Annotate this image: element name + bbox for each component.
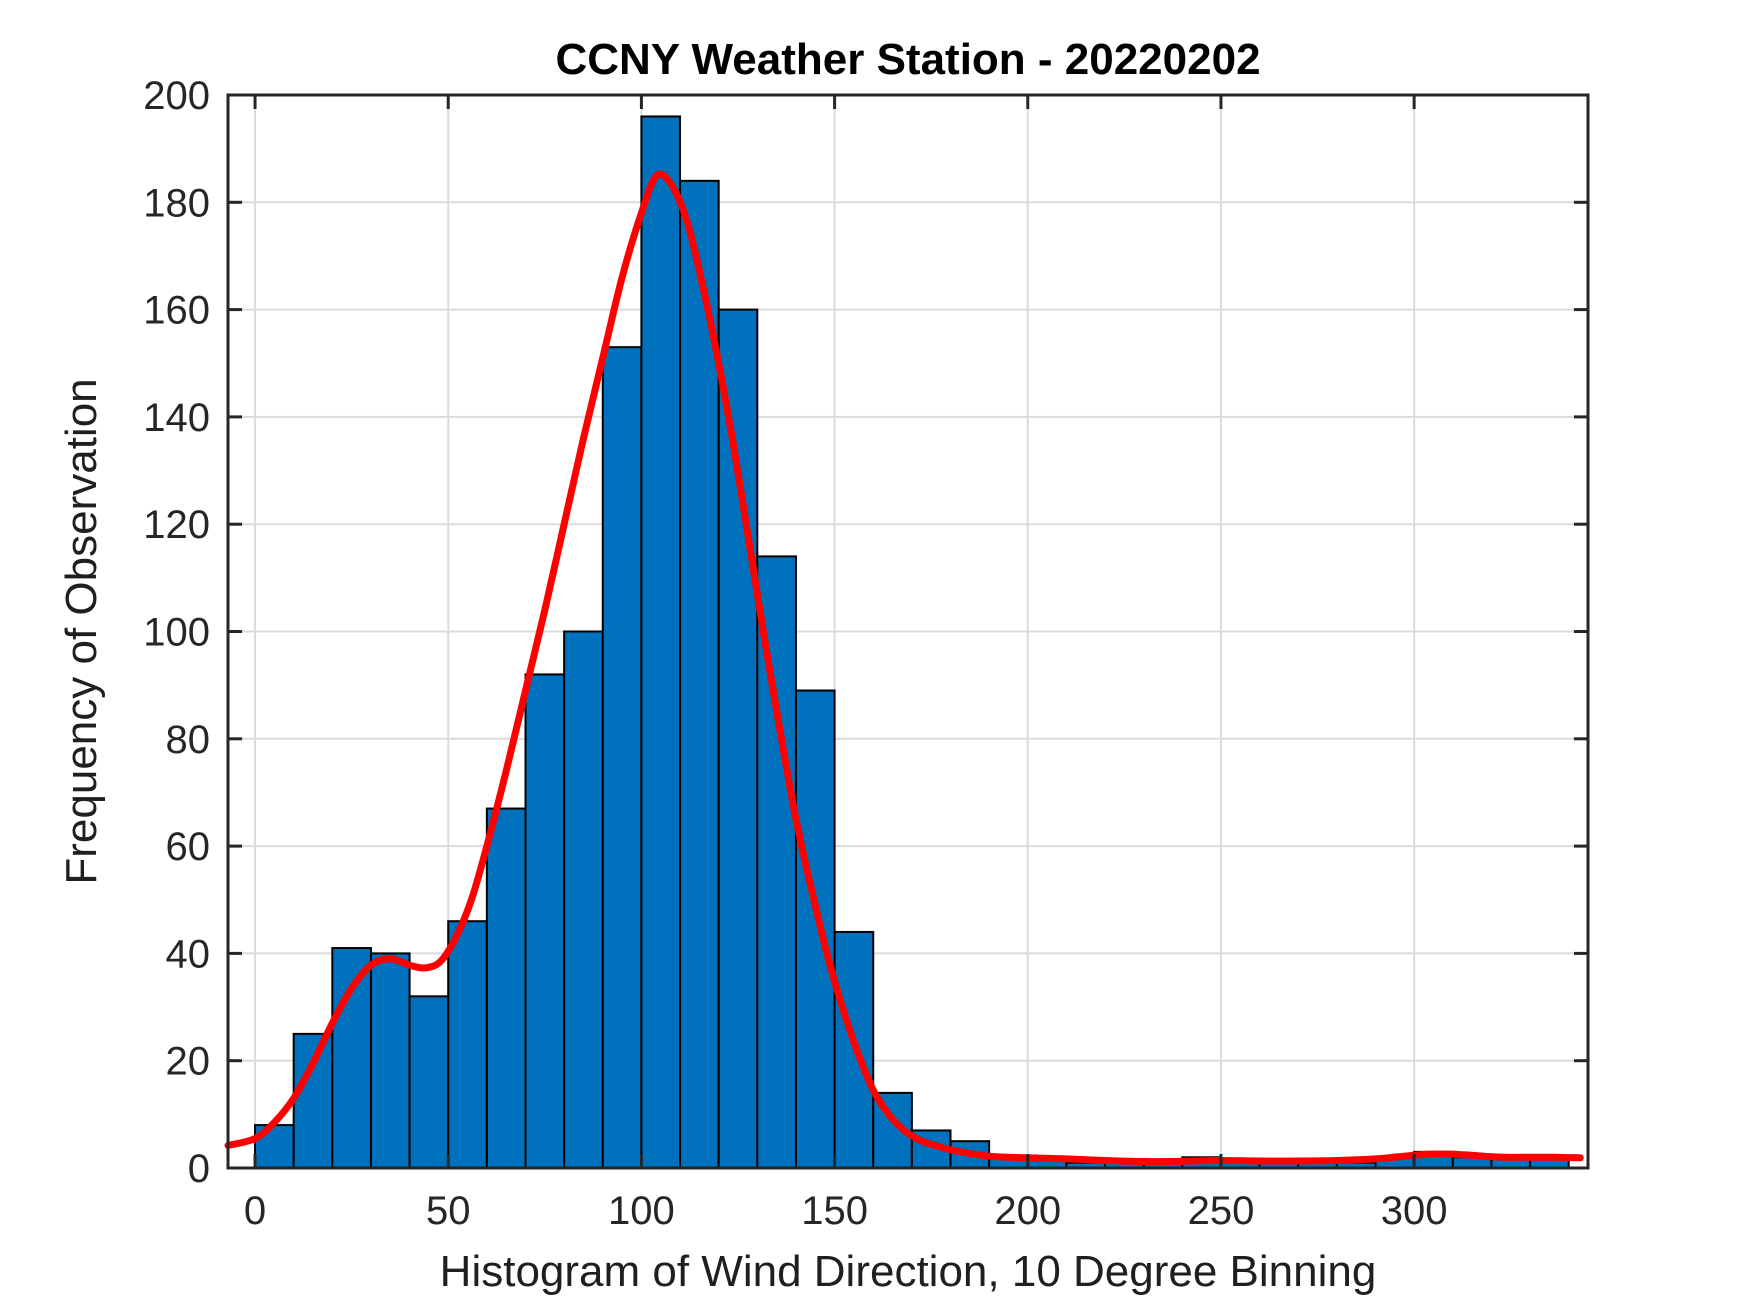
- y-tick-label: 180: [143, 181, 210, 225]
- x-tick-label: 50: [426, 1189, 471, 1233]
- y-tick-label: 100: [143, 611, 210, 655]
- histogram-bar: [524, 673, 566, 1169]
- x-tick-label: 200: [994, 1189, 1061, 1233]
- histogram-bar: [717, 308, 759, 1170]
- histogram-bar: [485, 807, 527, 1169]
- histogram-bar: [640, 115, 682, 1170]
- y-tick-label: 60: [166, 825, 211, 869]
- histogram-bar: [794, 689, 836, 1169]
- x-tick-label: 0: [244, 1189, 266, 1233]
- y-tick-label: 160: [143, 289, 210, 333]
- y-tick-label: 80: [166, 718, 211, 762]
- y-tick-label: 140: [143, 396, 210, 440]
- histogram-bar: [563, 630, 604, 1169]
- histogram-bar: [447, 920, 488, 1170]
- x-tick-label: 150: [801, 1189, 868, 1233]
- x-axis-label: Histogram of Wind Direction, 10 Degree B…: [440, 1247, 1377, 1296]
- tick-labels-layer: 0 50 100 150 200 250 300 0 20 40 60 80 100 120 140 160 1…: [143, 74, 1447, 1233]
- bars-layer: [254, 115, 1570, 1170]
- y-tick-label: 200: [143, 74, 210, 118]
- histogram-bar: [369, 952, 411, 1170]
- fit-curve: [224, 170, 1584, 1166]
- y-tick-label: 0: [188, 1147, 210, 1191]
- histogram-bar: [408, 995, 450, 1169]
- y-tick-label: 20: [166, 1040, 211, 1084]
- chart-title: CCNY Weather Station - 20220202: [555, 35, 1260, 84]
- x-tick-label: 250: [1188, 1189, 1255, 1233]
- x-tick-label: 300: [1381, 1189, 1448, 1233]
- x-tick-label: 100: [608, 1189, 675, 1233]
- y-tick-label: 120: [143, 503, 210, 547]
- histogram-bar: [601, 346, 643, 1169]
- fit-curve-layer: [224, 170, 1584, 1166]
- histogram-bar: [331, 947, 372, 1169]
- y-axis-label: Frequency of Observation: [57, 378, 106, 884]
- histogram-bar: [292, 1032, 334, 1169]
- axes-layer: [226, 93, 1590, 1170]
- y-tick-label: 40: [166, 932, 211, 976]
